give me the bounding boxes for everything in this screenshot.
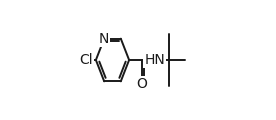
Text: HN: HN <box>144 53 165 67</box>
Text: O: O <box>136 77 147 91</box>
Text: Cl: Cl <box>79 53 93 67</box>
Text: N: N <box>99 32 109 46</box>
